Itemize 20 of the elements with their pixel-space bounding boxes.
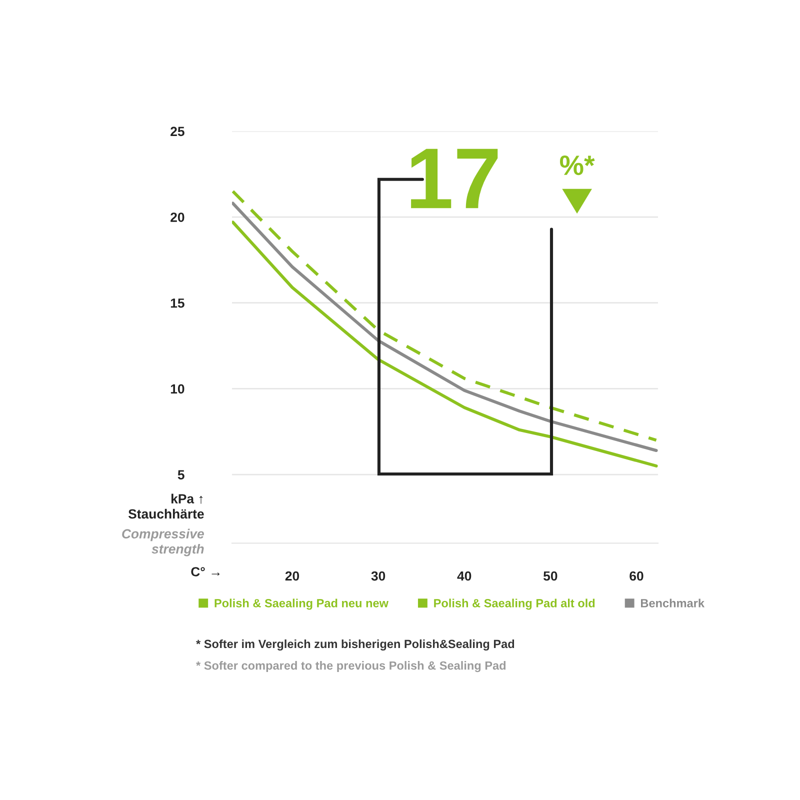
- y-tick-label: 15: [170, 298, 184, 308]
- text: * Softer compared to the previous Polish & Sealing Pad: [196, 661, 506, 672]
- annotation: 17: [411, 148, 498, 208]
- legend-label: Polish & Saealing Pad alt old: [434, 598, 595, 610]
- x-tick-label: 40: [457, 571, 472, 581]
- annotation: %*: [560, 156, 595, 176]
- legend-label: Polish & Saealing Pad neu new: [214, 598, 388, 610]
- text: Compressive strength: [122, 528, 204, 556]
- y-tick-label: 20: [170, 212, 184, 222]
- text: * Softer im Vergleich zum bisherigen Polish&Sealing Pad: [196, 639, 514, 650]
- y-tick-label: 25: [170, 126, 184, 136]
- y-tick-label: 10: [170, 384, 184, 394]
- x-tick-label: 60: [630, 571, 644, 581]
- x-tick-label: 50: [543, 571, 558, 581]
- x-axis-title: C° →: [191, 567, 220, 576]
- y-tick-label: 5: [178, 470, 184, 480]
- x-tick-label: 30: [371, 571, 386, 581]
- y-axis-title: kPa ↑ Stauchhärte: [128, 494, 204, 519]
- x-tick-label: 20: [285, 571, 300, 581]
- legend-label: Benchmark: [640, 598, 705, 608]
